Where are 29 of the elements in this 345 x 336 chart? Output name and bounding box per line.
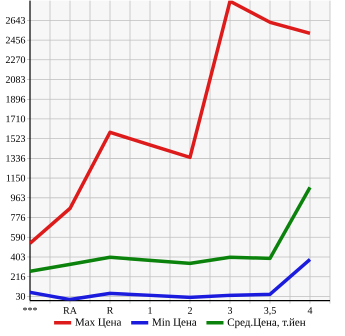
- x-tick-label: ***: [22, 307, 38, 311]
- y-tick-label: 1523: [6, 136, 26, 142]
- y-tick-label: 216: [10, 274, 26, 280]
- x-tick-label: 3: [228, 307, 232, 314]
- y-tick-label: 1150: [6, 174, 26, 182]
- line-series: [30, 0, 312, 246]
- y-tick-label: 963: [10, 194, 26, 202]
- legend-label: Сред.Цена, т.йен: [228, 318, 306, 328]
- x-tick-label: 4: [308, 307, 312, 314]
- y-tick-label: 30: [16, 293, 26, 300]
- y-tick-label: 2083: [6, 76, 26, 84]
- y-tick-label: 590: [11, 234, 26, 241]
- y-tick-label: 2456: [6, 36, 26, 44]
- legend-label: Min Цена: [152, 318, 197, 328]
- y-tick-label: 1336: [6, 155, 26, 162]
- x-tick-label: 3,5: [264, 307, 276, 316]
- legend-label: Max Цена: [75, 318, 122, 328]
- y-tick-label: 2643: [6, 17, 26, 24]
- y-tick-label: 403: [10, 254, 26, 261]
- y-tick-label: 2270: [6, 56, 26, 64]
- line-series: [30, 258, 312, 301]
- x-tick-label: RA: [63, 307, 77, 314]
- x-tick-label: 1: [148, 307, 152, 314]
- x-tick-label: 2: [188, 307, 192, 314]
- y-tick-label: 1710: [6, 116, 26, 122]
- line-series: [30, 186, 312, 274]
- y-tick-label: 776: [11, 214, 26, 222]
- x-tick-label: R: [106, 307, 114, 314]
- y-tick-label: 1896: [6, 96, 26, 103]
